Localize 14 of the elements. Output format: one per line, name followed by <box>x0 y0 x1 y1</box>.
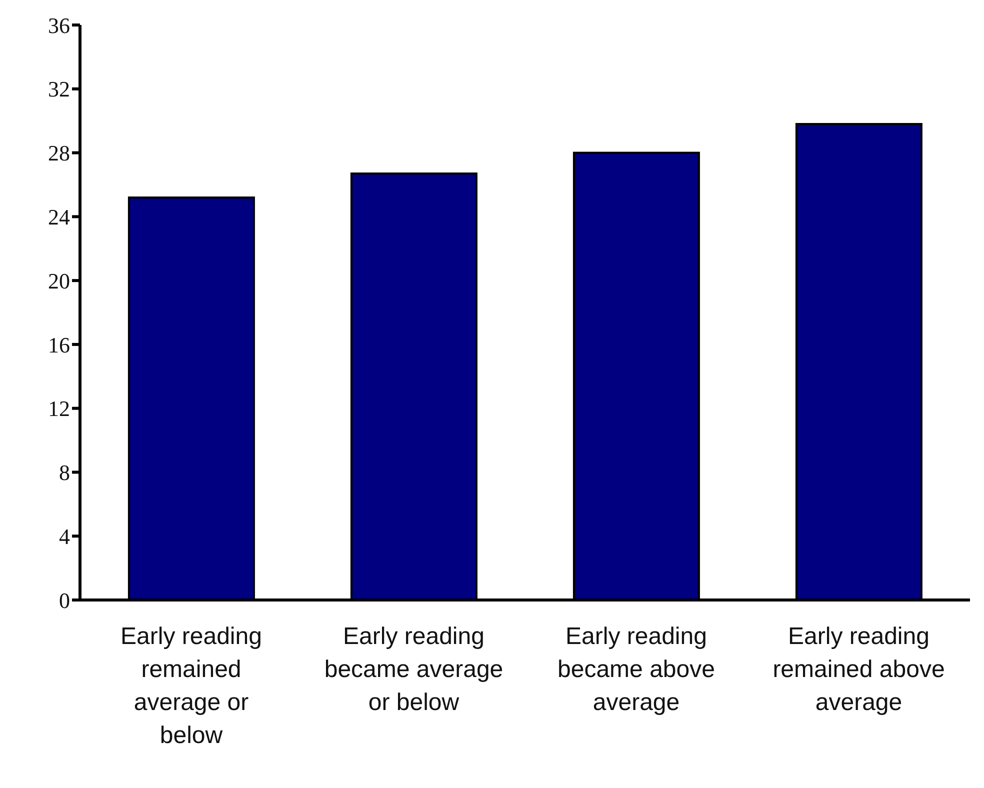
y-tick-label: 12 <box>48 396 70 422</box>
y-tick-label: 36 <box>48 12 70 38</box>
y-tick-label: 4 <box>59 524 70 549</box>
y-tick-label: 32 <box>48 76 70 102</box>
y-tick-label: 8 <box>59 460 70 486</box>
x-tick-label: Early reading became above average <box>558 623 715 716</box>
y-tick-label: 20 <box>48 268 70 294</box>
y-tick-label: 24 <box>48 204 70 230</box>
y-tick-label: 16 <box>48 332 70 358</box>
x-tick-label: Early reading remained above average <box>772 623 945 716</box>
y-tick-label: 28 <box>48 140 70 166</box>
x-tick-label: Early reading remained average or below <box>120 623 262 749</box>
x-tick-label: Early reading became average or below <box>324 623 504 716</box>
y-tick-label: 0 <box>59 588 70 613</box>
